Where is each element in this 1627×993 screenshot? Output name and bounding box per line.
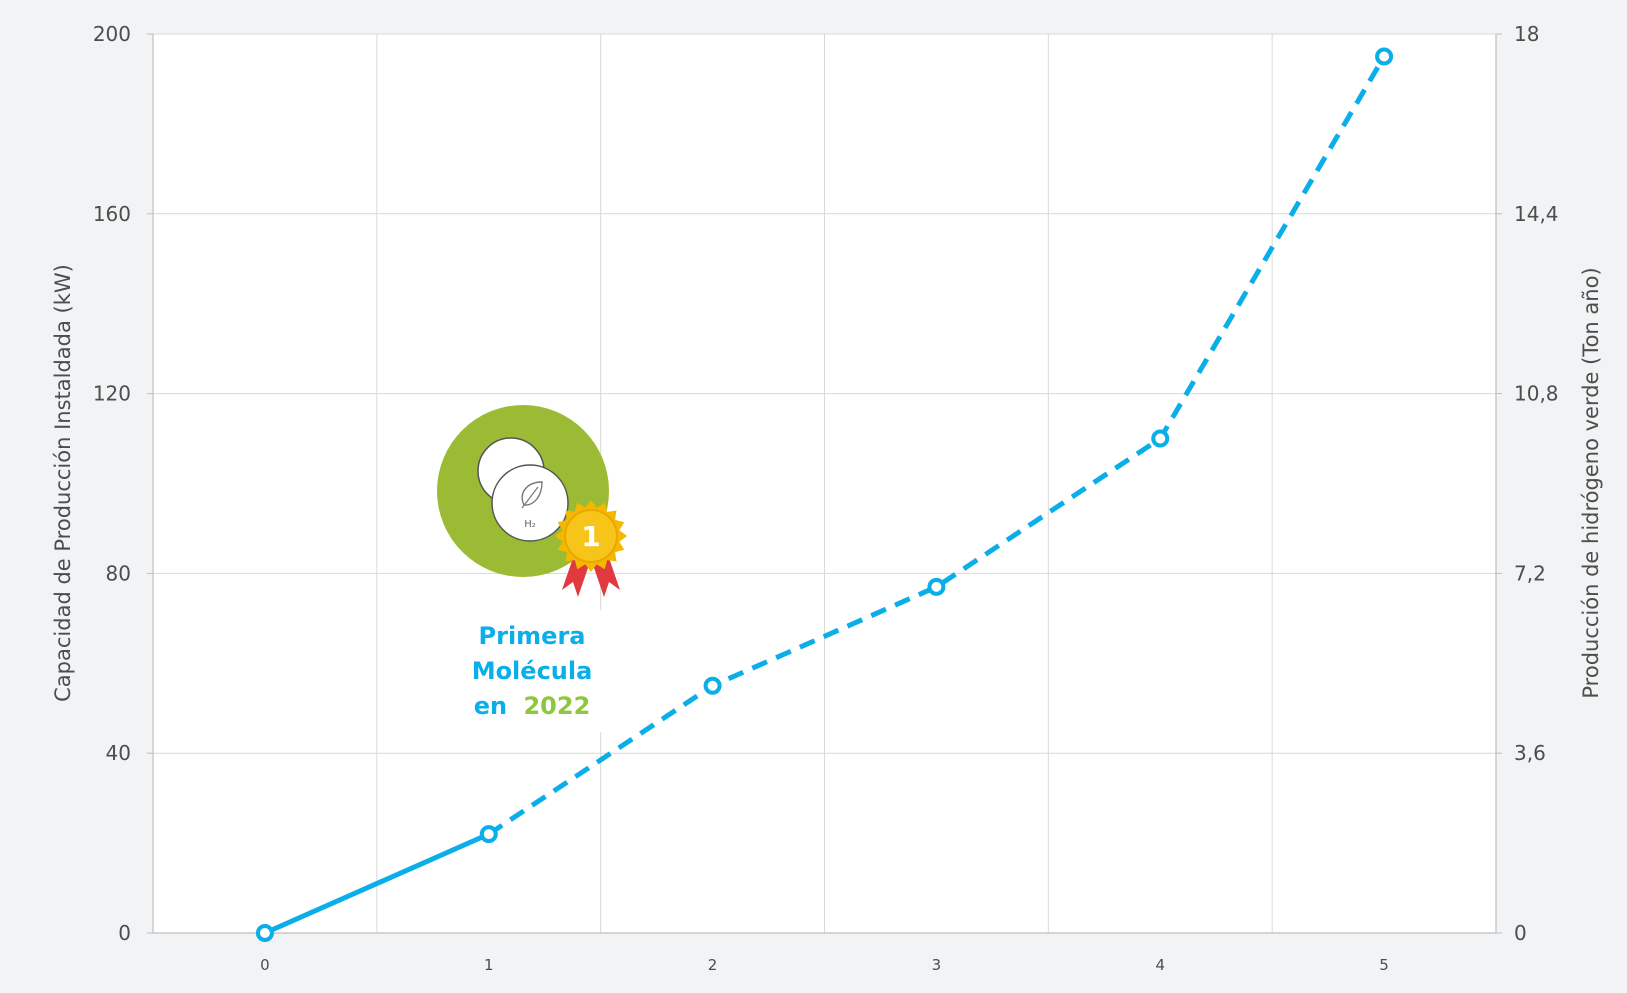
annotation-line3: en 2022 [474, 692, 591, 720]
x-tick-label: 0 [260, 956, 270, 974]
data-point [255, 924, 274, 942]
gridlines [153, 33, 1496, 933]
y-tick-label: 80 [106, 561, 131, 585]
data-point [1375, 47, 1394, 66]
tick-labels: 0 0 40 3,6 80 7,2 120 10,8 160 14,4 200 18 0 1 2 3 4 5 [93, 22, 1559, 974]
x-tick-label: 5 [1379, 956, 1389, 974]
y-axis-title: Capacidad de Producción Instaldada (kW) [51, 264, 75, 702]
annotation-line2: Molécula [472, 657, 593, 685]
x-tick-label: 1 [484, 956, 494, 974]
y2-tick-label: 7,2 [1514, 561, 1546, 585]
first-molecule-badge: H₂ 1 [437, 405, 627, 597]
annotation-year: 2022 [523, 692, 590, 720]
data-point [479, 825, 498, 844]
y-tick-label: 160 [93, 202, 131, 226]
y2-tick-label: 10,8 [1514, 382, 1559, 406]
leaf-icon [521, 481, 543, 509]
annotation-line3-prefix: en [474, 692, 507, 720]
axes [147, 33, 1502, 934]
y-tick-label: 200 [93, 22, 131, 46]
x-tick-label: 3 [932, 956, 942, 974]
medal-icon: 1 [555, 500, 627, 572]
badge-icon-label: H₂ [524, 519, 536, 530]
data-point [927, 577, 946, 596]
data-point [1151, 429, 1170, 448]
annotation-line1: Primera [479, 622, 586, 650]
annotation-text-background [458, 610, 608, 732]
y-tick-label: 0 [118, 921, 131, 945]
medal-number: 1 [581, 520, 600, 553]
y2-tick-label: 3,6 [1514, 741, 1546, 765]
x-tick-label: 2 [708, 956, 718, 974]
y2-tick-label: 18 [1514, 22, 1539, 46]
data-point [703, 676, 722, 695]
y-tick-label: 120 [93, 382, 131, 406]
molecule-circle-front [491, 464, 569, 542]
y-tick-label: 40 [106, 741, 131, 765]
y2-tick-label: 0 [1514, 921, 1527, 945]
series-line-solid [262, 831, 492, 936]
series-layer [255, 47, 1394, 942]
y2-tick-label: 14,4 [1514, 202, 1559, 226]
x-tick-label: 4 [1155, 956, 1165, 974]
y2-axis-title: Producción de hidrógeno verde (Ton año) [1579, 267, 1603, 698]
